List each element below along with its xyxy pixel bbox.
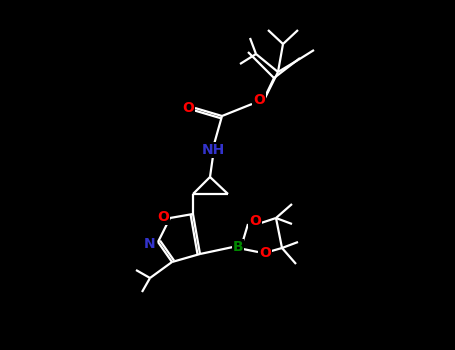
Text: O: O (157, 210, 169, 224)
Text: O: O (259, 246, 271, 260)
Text: O: O (253, 93, 265, 107)
Text: NH: NH (202, 143, 225, 157)
Text: O: O (182, 101, 194, 115)
Text: O: O (249, 214, 261, 228)
Text: B: B (233, 240, 243, 254)
Text: N: N (144, 237, 156, 251)
